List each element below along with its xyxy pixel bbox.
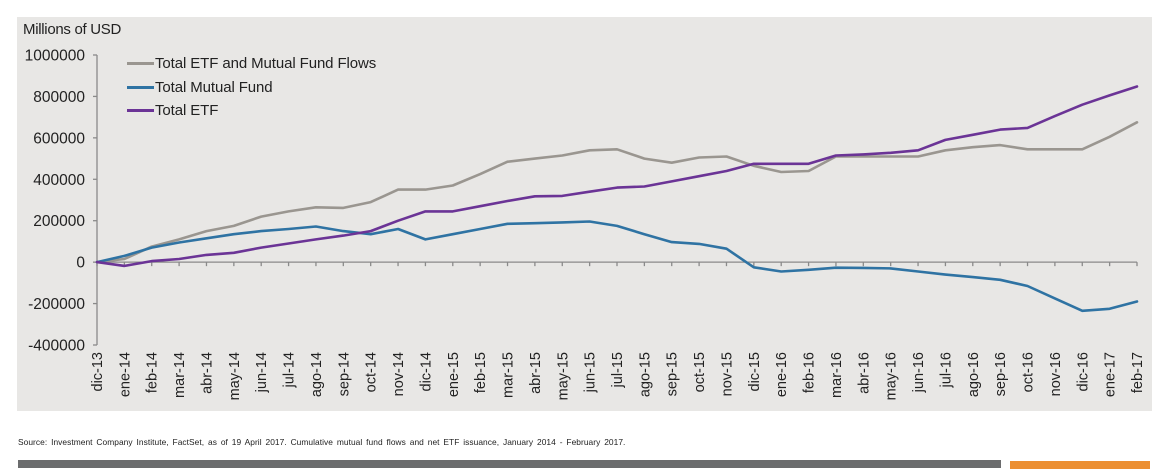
x-tick-label: dic-15 xyxy=(747,352,763,392)
series-line-total-mutual-fund xyxy=(95,220,1139,313)
y-tick-label: 0 xyxy=(76,255,85,272)
x-tick-label: mar-15 xyxy=(501,352,517,398)
x-tick-label: feb-15 xyxy=(473,352,489,393)
y-tick-label: -200000 xyxy=(28,296,85,313)
source-note: Source: Investment Company Institute, Fa… xyxy=(18,437,626,447)
legend-swatch-etf xyxy=(127,109,154,113)
x-tick-label: jun-15 xyxy=(583,352,599,393)
footer-bar-gray xyxy=(18,460,1001,468)
x-tick-label: mar-14 xyxy=(172,352,188,398)
x-tick-label: abr-15 xyxy=(528,352,544,394)
x-tick-label: oct-15 xyxy=(692,352,708,392)
x-tick-label: jul-15 xyxy=(610,352,626,388)
x-tick-label: ago-16 xyxy=(966,352,982,397)
x-tick-label: feb-14 xyxy=(145,352,161,393)
series-line-total-etf xyxy=(95,85,1139,268)
x-axis: dic-13 ene-14 feb-14 mar-14 abr-14 may-14 jun-… xyxy=(90,261,1146,400)
x-tick-label: ago-14 xyxy=(309,352,325,397)
legend-label-mutual-fund: Total Mutual Fund xyxy=(155,78,273,96)
x-tick-label: sep-14 xyxy=(336,352,352,396)
x-tick-label: ene-17 xyxy=(1103,352,1119,397)
x-tick-label: sep-16 xyxy=(993,352,1009,396)
x-tick-label: feb-17 xyxy=(1130,352,1146,393)
x-tick-label: mar-16 xyxy=(829,352,845,398)
x-tick-label: oct-16 xyxy=(1021,352,1037,392)
x-tick-label: may-15 xyxy=(555,352,571,400)
series-lines xyxy=(95,85,1139,313)
legend-label-etf: Total ETF xyxy=(155,102,219,120)
x-tick-label: ago-15 xyxy=(637,352,653,397)
x-tick-label: nov-16 xyxy=(1048,352,1064,396)
x-tick-label: oct-14 xyxy=(364,352,380,392)
legend-item-total-flows: Total ETF and Mutual Fund Flows xyxy=(127,52,376,76)
x-tick-label: jun-16 xyxy=(911,352,927,393)
y-tick-label: 400000 xyxy=(33,172,85,189)
y-axis: 1000000 800000 600000 400000 200000 0 -200000 -… xyxy=(25,48,98,355)
x-tick-label: dic-16 xyxy=(1075,352,1091,392)
x-tick-label: nov-14 xyxy=(391,352,407,396)
x-tick-label: nov-15 xyxy=(719,352,735,396)
y-axis-unit-label: Millions of USD xyxy=(23,21,122,38)
footer-bar-orange xyxy=(1010,461,1150,469)
x-tick-label: jun-14 xyxy=(254,352,270,393)
legend-item-etf: Total ETF xyxy=(127,99,376,123)
y-tick-label: 800000 xyxy=(33,89,85,106)
x-tick-label: ene-14 xyxy=(117,352,133,397)
series-line-total-etf-and-mutual-fund-flows xyxy=(95,121,1139,264)
x-tick-label: abr-16 xyxy=(856,352,872,394)
legend-label-total-flows: Total ETF and Mutual Fund Flows xyxy=(155,55,377,73)
legend-swatch-total-flows xyxy=(127,62,154,66)
x-tick-label: ene-15 xyxy=(446,352,462,397)
x-tick-label: jul-14 xyxy=(282,352,298,388)
x-tick-label: feb-16 xyxy=(802,352,818,393)
x-tick-label: abr-14 xyxy=(199,352,215,394)
y-tick-label: -400000 xyxy=(28,338,85,355)
x-tick-label: may-14 xyxy=(227,352,243,400)
y-tick-label: 600000 xyxy=(33,130,85,147)
x-tick-label: dic-13 xyxy=(90,352,106,392)
legend-swatch-mutual-fund xyxy=(127,85,154,89)
x-tick-label: may-16 xyxy=(884,352,900,400)
legend: Total ETF and Mutual Fund Flows Total Mu… xyxy=(127,52,376,123)
x-tick-label: dic-14 xyxy=(418,352,434,392)
y-tick-label: 200000 xyxy=(33,213,85,230)
x-tick-label: sep-15 xyxy=(665,352,681,396)
y-tick-label: 1000000 xyxy=(25,48,86,65)
x-tick-label: ene-16 xyxy=(774,352,790,397)
legend-item-mutual-fund: Total Mutual Fund xyxy=(127,76,376,100)
chart-panel xyxy=(17,17,1152,411)
x-tick-label: jul-16 xyxy=(938,352,954,388)
